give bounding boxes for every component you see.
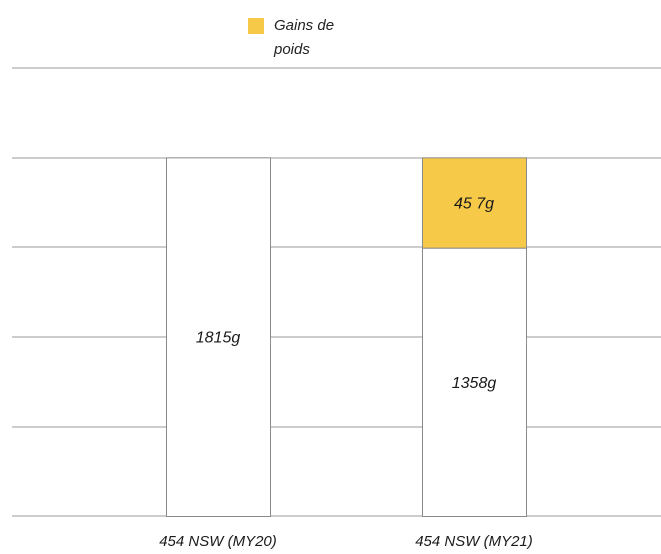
data-label-0-0: 1815g xyxy=(196,330,241,347)
data-label-1-0: 1358g xyxy=(452,375,497,392)
x-tick-label-0: 454 NSW (MY20) xyxy=(159,533,277,550)
legend-swatch-weight-gain xyxy=(248,18,264,34)
legend-label-weight-gain: Gains de poids xyxy=(274,17,335,58)
bar-1-series-1 xyxy=(422,157,527,249)
chart-legend: Gains de poids xyxy=(248,14,378,64)
x-tick-label-1: 454 NSW (MY21) xyxy=(415,533,533,550)
bar-0-series-0 xyxy=(166,157,271,517)
data-label-1-1: 45 7g xyxy=(454,195,494,212)
bar-1-series-0 xyxy=(422,247,527,517)
